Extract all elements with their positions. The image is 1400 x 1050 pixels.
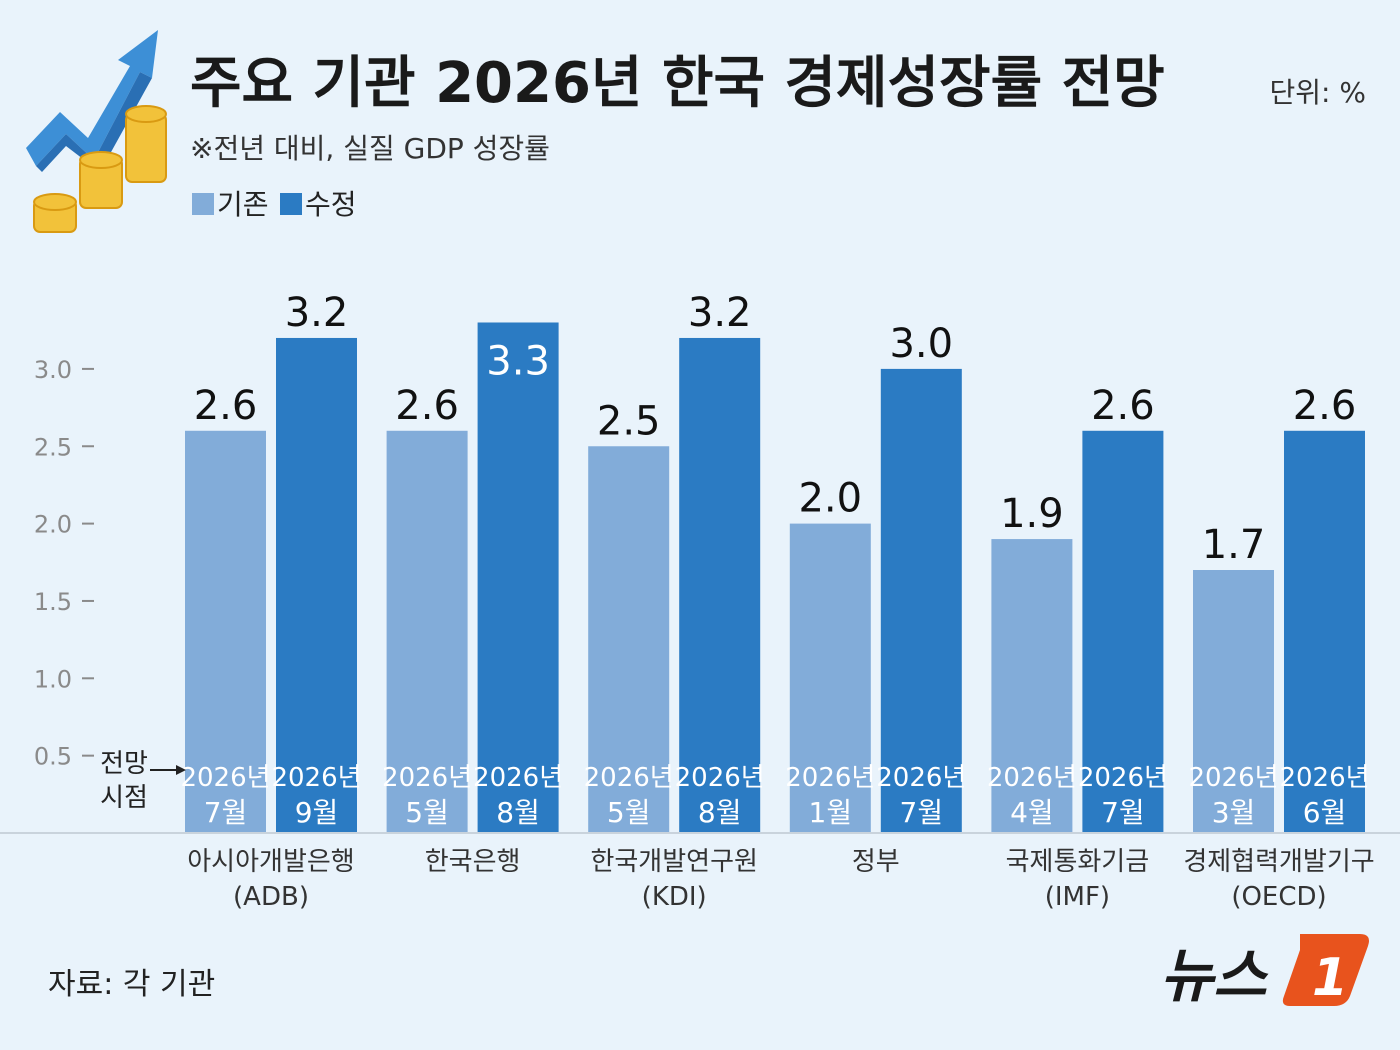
bar-previous bbox=[1193, 570, 1274, 833]
bar-date-month: 6월 bbox=[1303, 796, 1347, 829]
bar-date-year: 2026년 bbox=[1188, 763, 1278, 793]
bar-date-month: 7월 bbox=[204, 796, 248, 829]
growth-arrow-coins-icon bbox=[26, 30, 167, 233]
bar-date-year: 2026년 bbox=[1279, 763, 1369, 793]
bar-value-label: 1.7 bbox=[1202, 522, 1266, 568]
bars: 2.62026년7월3.22026년9월2.62026년5월3.32026년8월… bbox=[180, 290, 1370, 833]
bar-date-year: 2026년 bbox=[785, 763, 875, 793]
category-label: 정부 bbox=[852, 847, 900, 877]
timing-annotation: 전망 시점 bbox=[100, 749, 186, 813]
bar-value-label: 2.6 bbox=[395, 383, 459, 429]
bar-date-year: 2026년 bbox=[584, 763, 674, 793]
y-axis: 0.5 1.0 1.5 2.0 2.5 3.0 bbox=[34, 356, 94, 771]
timing-arrowhead-icon bbox=[176, 765, 186, 775]
category-abbr: (IMF) bbox=[1045, 882, 1110, 912]
bar-revised bbox=[477, 322, 559, 833]
legend-label-revised: 수정 bbox=[305, 188, 357, 221]
bar-value-label: 2.6 bbox=[194, 383, 258, 429]
y-tick-label: 2.5 bbox=[34, 433, 72, 461]
news1-logo: 뉴스 1 bbox=[1160, 934, 1369, 1010]
bar-date-year: 2026년 bbox=[473, 763, 563, 793]
bar-revised bbox=[880, 368, 962, 833]
category-label: 한국개발연구원 bbox=[590, 847, 757, 877]
bar-date-month: 8월 bbox=[698, 796, 742, 829]
legend: 기존 수정 bbox=[192, 188, 357, 221]
y-tick-label: 0.5 bbox=[34, 743, 72, 771]
source-note: 자료: 각 기관 bbox=[48, 967, 215, 1002]
bar-value-label: 3.3 bbox=[486, 338, 550, 384]
bar-date-year: 2026년 bbox=[271, 763, 361, 793]
bar-date-month: 4월 bbox=[1010, 796, 1054, 829]
category-abbr: (ADB) bbox=[233, 882, 309, 912]
logo-mark-icon bbox=[1282, 934, 1369, 1006]
category-label: 아시아개발은행 bbox=[187, 847, 354, 877]
bar-revised bbox=[1082, 430, 1164, 833]
bar-value-label: 3.2 bbox=[285, 290, 349, 336]
bar-value-label: 2.5 bbox=[597, 398, 661, 444]
bar-date-month: 7월 bbox=[900, 796, 944, 829]
bar-date-year: 2026년 bbox=[675, 763, 765, 793]
bar-date-month: 5월 bbox=[405, 796, 449, 829]
category-abbr: (OECD) bbox=[1231, 882, 1326, 912]
bar-value-label: 2.6 bbox=[1293, 383, 1357, 429]
bar-value-label: 3.2 bbox=[688, 290, 752, 336]
chart-title: 주요 기관 2026년 한국 경제성장률 전망 bbox=[190, 51, 1165, 116]
bar-date-year: 2026년 bbox=[1078, 763, 1168, 793]
bar-revised bbox=[276, 337, 357, 833]
y-tick-label: 1.0 bbox=[34, 665, 72, 693]
bar-date-month: 7월 bbox=[1101, 796, 1145, 829]
bar-value-label: 1.9 bbox=[1000, 491, 1064, 537]
timing-label-line2: 시점 bbox=[100, 783, 148, 813]
legend-swatch-previous bbox=[192, 193, 214, 215]
bar-date-year: 2026년 bbox=[382, 763, 472, 793]
bar-date-month: 3월 bbox=[1212, 796, 1256, 829]
bar-date-month: 5월 bbox=[607, 796, 651, 829]
timing-label-line1: 전망 bbox=[100, 749, 148, 779]
bar-previous bbox=[185, 430, 266, 833]
bar-value-label: 3.0 bbox=[889, 321, 953, 367]
category-label: 한국은행 bbox=[425, 847, 521, 877]
bar-revised bbox=[679, 337, 761, 833]
bar-previous bbox=[588, 446, 670, 833]
bar-value-label: 2.0 bbox=[798, 476, 862, 522]
category-label: 경제협력개발기구 bbox=[1183, 847, 1374, 877]
bar-date-year: 2026년 bbox=[876, 763, 966, 793]
y-tick-label: 3.0 bbox=[34, 356, 72, 384]
unit-label: 단위: % bbox=[1270, 76, 1366, 109]
logo-wordmark: 뉴스 bbox=[1160, 942, 1269, 1010]
bar-previous bbox=[789, 523, 871, 833]
bar-revised bbox=[1284, 430, 1365, 833]
category-abbr: (KDI) bbox=[642, 882, 707, 912]
bar-date-month: 9월 bbox=[295, 796, 339, 829]
logo-numeral: 1 bbox=[1312, 948, 1348, 1008]
bar-date-month: 1월 bbox=[809, 796, 853, 829]
bar-previous bbox=[386, 430, 468, 833]
bar-value-label: 2.6 bbox=[1091, 383, 1155, 429]
bar-previous bbox=[991, 539, 1073, 833]
bar-date-month: 8월 bbox=[496, 796, 540, 829]
category-labels: 아시아개발은행 (ADB) 한국은행 한국개발연구원 (KDI) 정부 국제통화기금 (IMF… bbox=[187, 847, 1374, 912]
bar-date-year: 2026년 bbox=[987, 763, 1077, 793]
category-label: 국제통화기금 bbox=[1006, 847, 1150, 877]
legend-label-previous: 기존 bbox=[217, 188, 269, 221]
chart-subtitle: ※전년 대비, 실질 GDP 성장률 bbox=[190, 132, 550, 165]
bar-date-year: 2026년 bbox=[180, 763, 270, 793]
y-tick-label: 1.5 bbox=[34, 588, 72, 616]
y-tick-label: 2.0 bbox=[34, 511, 72, 539]
legend-swatch-revised bbox=[280, 193, 302, 215]
